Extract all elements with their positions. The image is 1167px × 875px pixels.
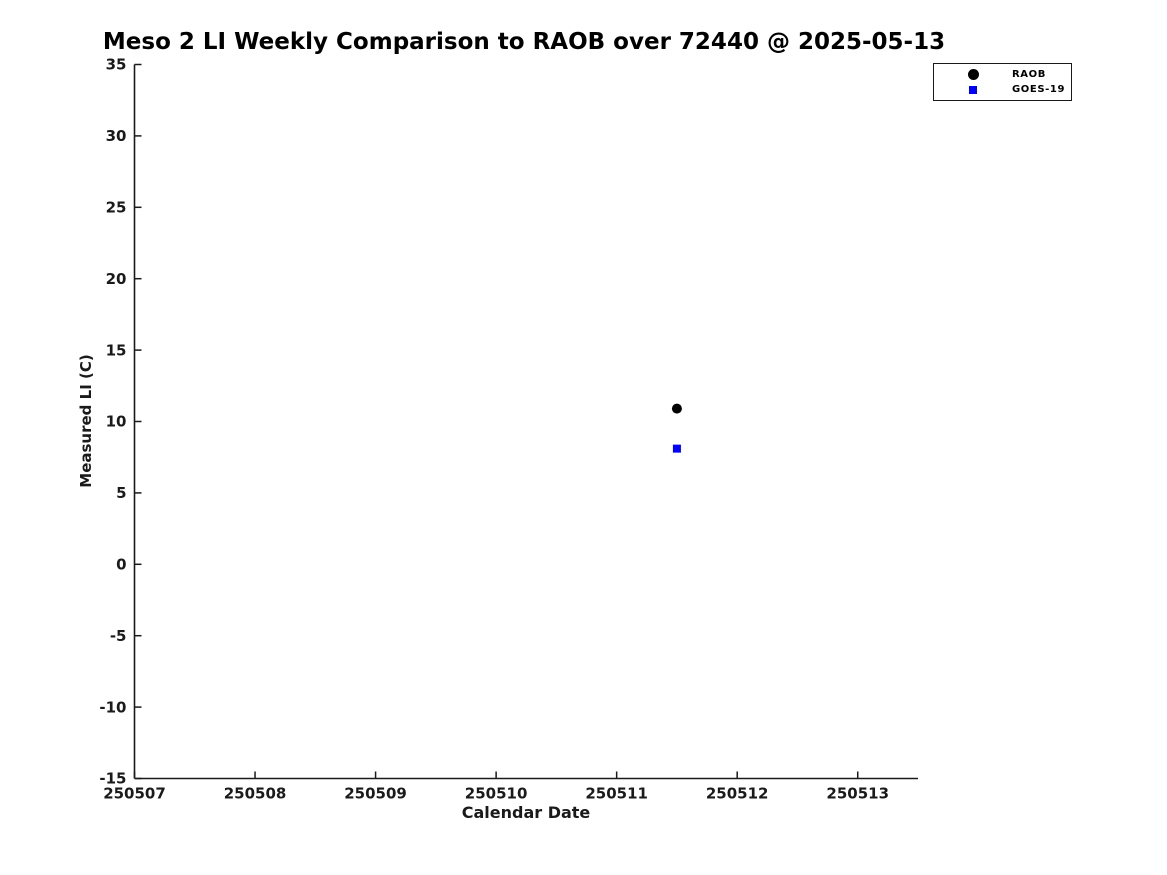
legend-item-label: GOES-19 xyxy=(1012,84,1066,96)
x-tick-label: 250511 xyxy=(585,785,648,803)
y-tick-label: 25 xyxy=(106,199,127,217)
legend-item-raob: RAOB xyxy=(934,67,1071,81)
y-tick-label: -10 xyxy=(99,698,126,716)
x-tick-label: 250510 xyxy=(465,785,528,803)
legend: RAOB GOES-19 xyxy=(933,63,1072,101)
y-tick-label: -15 xyxy=(99,770,126,788)
x-tick-label: 250512 xyxy=(706,785,769,803)
x-tick-label: 250509 xyxy=(344,785,407,803)
x-tick-label: 250513 xyxy=(826,785,889,803)
y-tick-label: 10 xyxy=(106,413,127,431)
legend-marker-cell xyxy=(934,68,1012,80)
raob-marker-icon xyxy=(967,68,979,80)
y-tick-label: 5 xyxy=(116,484,126,502)
y-tick-label: 20 xyxy=(106,270,127,288)
y-tick-label: -5 xyxy=(110,627,127,645)
data-point-goes-19 xyxy=(672,444,681,453)
legend-item-goes-19: GOES-19 xyxy=(934,83,1071,97)
x-axis-label: Calendar Date xyxy=(461,803,591,822)
legend-item-label: RAOB xyxy=(1012,68,1046,80)
y-tick-label: 35 xyxy=(106,56,127,74)
y-tick-label: 30 xyxy=(106,127,127,145)
goes-19-marker-icon xyxy=(969,85,977,94)
chart-title: Meso 2 LI Weekly Comparison to RAOB over… xyxy=(102,29,946,55)
x-tick-label: 250508 xyxy=(224,785,287,803)
y-axis-label: Measured LI (C) xyxy=(77,354,95,488)
legend-marker-cell xyxy=(934,85,1012,94)
y-tick-label: 15 xyxy=(106,341,127,359)
y-tick-label: 0 xyxy=(116,556,126,574)
x-tick-label: 250507 xyxy=(103,785,166,803)
data-point-raob xyxy=(671,403,682,414)
